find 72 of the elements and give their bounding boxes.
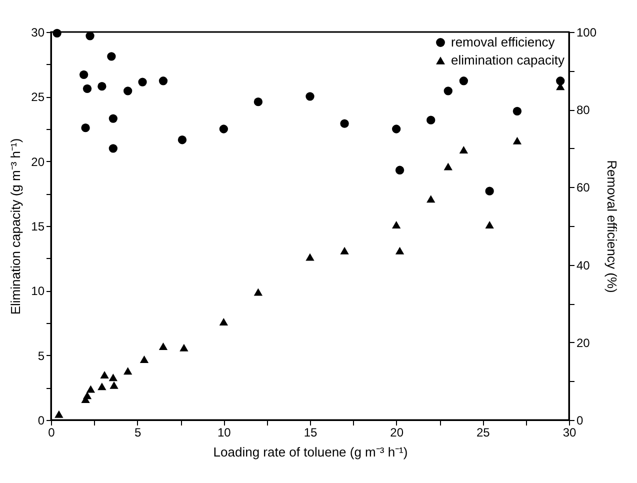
point: [392, 220, 401, 228]
y2-tick-label: 100: [576, 26, 597, 40]
point: [98, 82, 106, 91]
y2-tick-label: 20: [576, 336, 590, 350]
point: [392, 124, 401, 134]
y2-tick-label: 60: [576, 180, 590, 195]
point: [485, 186, 494, 196]
point: [108, 144, 118, 153]
point: [306, 253, 314, 261]
point: [100, 370, 109, 378]
y-tick-label: 0: [38, 414, 45, 428]
x-tick-label: 20: [390, 426, 404, 440]
y2-tick-label: 80: [576, 103, 590, 118]
point: [107, 52, 116, 61]
point: [459, 76, 468, 86]
point: [254, 288, 263, 296]
point: [512, 106, 522, 116]
point: [81, 124, 90, 132]
point: [485, 220, 494, 228]
y-tick-label: 30: [31, 26, 45, 40]
x-tick-label: 25: [476, 426, 490, 440]
point: [178, 136, 187, 144]
point: [444, 86, 452, 96]
point: [444, 162, 452, 170]
point: [158, 342, 168, 350]
y-tick-label: 15: [31, 220, 45, 234]
point: [340, 246, 349, 254]
point: [108, 114, 118, 123]
y-axis-title: Elimination capacity (g m⁻³ h⁻¹): [8, 138, 24, 315]
y2-tick-label: 40: [576, 258, 590, 272]
x-axis-title: Loading rate of toluene (g m⁻³ h⁻¹): [213, 444, 408, 460]
x-tick-label: 15: [304, 426, 318, 440]
point: [395, 246, 404, 254]
y2-tick-label: 0: [576, 414, 584, 428]
point: [158, 76, 168, 86]
point: [306, 92, 314, 101]
legend-label: removal efficiency: [451, 34, 556, 50]
y-tick-label: 5: [38, 348, 45, 363]
y2-axis-title: Removal efficiency (%): [604, 160, 620, 293]
point: [124, 86, 132, 96]
legend-label: elimination capacity: [451, 52, 565, 68]
point: [219, 124, 228, 134]
point: [426, 116, 436, 124]
point: [79, 70, 88, 79]
point: [512, 136, 522, 144]
point: [82, 392, 92, 400]
point: [86, 32, 94, 40]
point: [52, 28, 62, 38]
point: [110, 381, 118, 389]
point: [138, 78, 147, 86]
x-tick-label: 0: [48, 426, 56, 440]
point: [254, 98, 263, 106]
point: [340, 119, 349, 128]
x-tick-label: 5: [134, 426, 142, 440]
point: [124, 367, 132, 375]
point: [82, 84, 92, 93]
point: [98, 382, 106, 390]
point: [219, 318, 228, 326]
point: [108, 374, 118, 382]
point: [86, 385, 96, 393]
point: [459, 146, 468, 154]
point: [395, 166, 404, 174]
y-tick-label: 10: [31, 284, 45, 298]
y-tick-label: 25: [31, 90, 45, 104]
y-tick-label: 20: [31, 154, 45, 169]
point: [140, 355, 149, 363]
point: [54, 410, 64, 418]
x-tick-label: 30: [562, 426, 576, 440]
x-tick-label: 10: [217, 426, 232, 440]
point: [556, 76, 565, 86]
point: [426, 195, 436, 203]
point: [180, 344, 188, 352]
